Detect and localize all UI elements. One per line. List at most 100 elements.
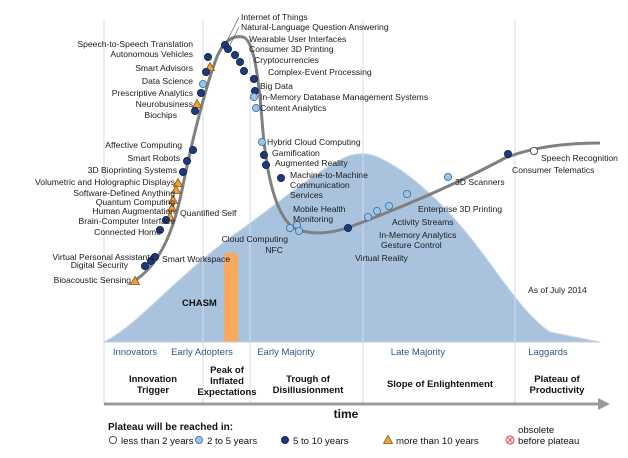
chasm-bar bbox=[224, 253, 238, 342]
marker-affective-computing bbox=[188, 145, 197, 154]
legend-marker-5to10 bbox=[280, 435, 289, 444]
phase-innovation-trigger: Innovation Trigger bbox=[129, 374, 177, 396]
label-quantified-self: Quantified Self bbox=[180, 208, 237, 218]
label-connected-home: Connected Home bbox=[94, 227, 161, 237]
label-quantum-computing: Quantum Computing bbox=[96, 197, 176, 207]
legend-marker-gt10 bbox=[382, 434, 394, 444]
label-smart-workspace: Smart Workspace bbox=[162, 254, 230, 264]
phase-peak-of-inflated-expectations: Peak of Inflated Expectations bbox=[197, 365, 256, 398]
label-enterprise-3d-printing: Enterprise 3D Printing bbox=[418, 204, 502, 214]
phase-trough-of-disillusionment: Trough of Disillusionment bbox=[273, 374, 345, 396]
leader-internet-of-things bbox=[224, 16, 240, 46]
time-axis: time bbox=[104, 398, 610, 421]
leader-natural-language-question-answering bbox=[227, 26, 240, 50]
marker-quantum-computing bbox=[167, 194, 179, 204]
marker-consumer-telematics bbox=[503, 149, 512, 158]
phase-dividers bbox=[103, 20, 516, 404]
label-neurobusiness: Neurobusiness bbox=[136, 99, 193, 109]
label-augmented-reality: Augmented Reality bbox=[275, 158, 348, 168]
legend-label-lt2: less than 2 years bbox=[121, 436, 194, 447]
marker-data-science bbox=[198, 80, 207, 89]
label-digital-security: Digital Security bbox=[71, 260, 129, 270]
legend-item-lt2: less than 2 years bbox=[109, 435, 194, 447]
label-mobile-health-monitoring: Mobile Health Monitoring bbox=[293, 204, 346, 224]
marker-software-defined-anything bbox=[170, 184, 182, 194]
label-in-memory-database-management-systems: In-Memory Database Management Systems bbox=[260, 92, 428, 102]
leader-lines bbox=[224, 16, 240, 50]
legend: Plateau will be reached in: less than 2 … bbox=[108, 422, 579, 447]
label-consumer-3d-printing: Consumer 3D Printing bbox=[249, 44, 334, 54]
marker-consumer-3d-printing bbox=[235, 58, 244, 67]
phase-plateau-of-productivity: Plateau of Productivity bbox=[530, 374, 586, 396]
marker-content-analytics bbox=[251, 104, 260, 113]
label-gamification: Gamification bbox=[272, 148, 320, 158]
label-prescriptive-analytics: Prescriptive Analytics bbox=[112, 88, 193, 98]
label-complex-event-processing: Complex-Event Processing bbox=[268, 67, 372, 77]
marker-hybrid-cloud-computing bbox=[257, 137, 266, 146]
adoption-labels: Innovators Early Adopters Early Majority La… bbox=[113, 347, 568, 358]
adoption-label-laggards: Laggards bbox=[528, 347, 568, 358]
marker-cryptocurrencies bbox=[239, 67, 248, 76]
label-affective-computing: Affective Computing bbox=[105, 140, 182, 150]
label-content-analytics: Content Analytics bbox=[260, 103, 326, 113]
marker-connected-home bbox=[155, 225, 164, 234]
legend-label-gt10: more than 10 years bbox=[396, 436, 479, 447]
legend-item-gt10: more than 10 years bbox=[382, 434, 479, 447]
label-natural-language-question-answering: Natural-Language Question Answering bbox=[241, 22, 389, 32]
label-wearable-user-interfaces: Wearable User Interfaces bbox=[249, 34, 346, 44]
label-internet-of-things: Internet of Things bbox=[241, 12, 308, 22]
marker-smart-robots bbox=[182, 156, 191, 165]
label-gesture-control: Gesture Control bbox=[381, 240, 442, 250]
marker-complex-event-processing bbox=[249, 75, 258, 84]
label-3d-bioprinting-systems: 3D Bioprinting Systems bbox=[88, 165, 177, 175]
marker-cloud-computing bbox=[285, 223, 294, 232]
adoption-label-late-majority: Late Majority bbox=[391, 347, 446, 358]
marker-biochips bbox=[190, 107, 199, 116]
marker-wearable-user-interfaces bbox=[230, 51, 239, 60]
phase-slope-of-enlightenment: Slope of Enlightenment bbox=[387, 379, 494, 390]
label-human-augmentation: Human Augmentation bbox=[92, 206, 175, 216]
label-brain-computer-interface: Brain-Computer Interface bbox=[79, 216, 176, 226]
adoption-label-early-adopters: Early Adopters bbox=[171, 347, 233, 358]
label-3d-scanners: 3D Scanners bbox=[455, 177, 505, 187]
marker-smart-workspace bbox=[150, 252, 159, 261]
label-nfc: NFC bbox=[265, 245, 283, 255]
phase-labels: Innovation Trigger Peak of Inflated Expectat… bbox=[129, 365, 585, 398]
legend-marker-2to5 bbox=[194, 435, 203, 444]
legend-item-2to5: 2 to 5 years bbox=[194, 435, 257, 447]
marker-machine-to-machine-communication-services bbox=[276, 173, 285, 182]
marker-digital-security bbox=[140, 261, 149, 270]
marker-gamification bbox=[259, 150, 268, 159]
label-bioacoustic-sensing: Bioacoustic Sensing bbox=[54, 275, 132, 285]
marker-volumetric-and-holographic-displays bbox=[172, 177, 184, 187]
marker-activity-streams bbox=[384, 201, 393, 210]
marker-prescriptive-analytics bbox=[196, 89, 205, 98]
label-autonomous-vehicles: Autonomous Vehicles bbox=[110, 49, 193, 59]
marker-in-memory-database-management-systems bbox=[249, 93, 258, 102]
marker-augmented-reality bbox=[261, 160, 270, 169]
label-hybrid-cloud-computing: Hybrid Cloud Computing bbox=[267, 137, 361, 147]
legend-item-5to10: 5 to 10 years bbox=[280, 435, 349, 447]
legend-marker-lt2 bbox=[109, 435, 118, 444]
marker-neurobusiness bbox=[191, 98, 203, 108]
label-virtual-personal-assistants: Virtual Personal Assistants bbox=[52, 252, 154, 262]
marker-3d-bioprinting-systems bbox=[178, 167, 187, 176]
label-in-memory-analytics: In-Memory Analytics bbox=[379, 230, 456, 240]
marker-quantified-self bbox=[161, 215, 170, 224]
label-big-data: Big Data bbox=[260, 81, 293, 91]
marker-human-augmentation bbox=[166, 202, 178, 212]
marker-speech-to-speech-translation bbox=[203, 53, 212, 62]
adoption-label-early-majority: Early Majority bbox=[257, 347, 315, 358]
marker-nfc bbox=[294, 226, 303, 235]
marker-speech-recognition bbox=[530, 146, 539, 155]
adoption-label-innovators: Innovators bbox=[113, 347, 158, 358]
label-biochips: Biochips bbox=[145, 110, 177, 120]
background-layer bbox=[103, 20, 601, 404]
label-smart-robots: Smart Robots bbox=[127, 153, 180, 163]
label-machine-to-machine-communication-services: Machine-to-Machine Communication Services bbox=[290, 170, 368, 200]
legend-label-5to10: 5 to 10 years bbox=[293, 436, 349, 447]
chasm-label: CHASM bbox=[182, 298, 217, 309]
label-activity-streams: Activity Streams bbox=[392, 217, 454, 227]
label-speech-recognition: Speech Recognition bbox=[541, 153, 618, 163]
